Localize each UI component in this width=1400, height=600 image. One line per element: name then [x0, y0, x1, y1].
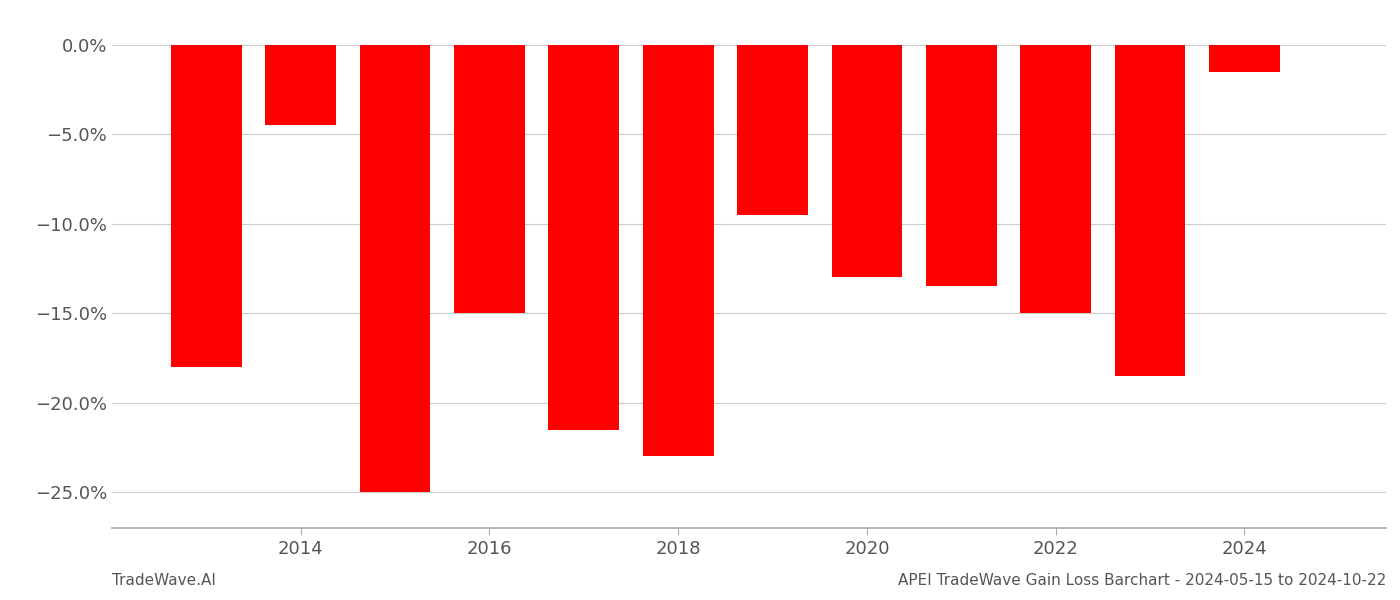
Bar [549, 45, 619, 430]
Text: APEI TradeWave Gain Loss Barchart - 2024-05-15 to 2024-10-22: APEI TradeWave Gain Loss Barchart - 2024… [897, 573, 1386, 588]
Bar [1021, 45, 1091, 313]
Bar [171, 45, 242, 367]
Bar [925, 45, 997, 286]
Bar [738, 45, 808, 215]
Bar [643, 45, 714, 457]
Text: TradeWave.AI: TradeWave.AI [112, 573, 216, 588]
Bar [266, 45, 336, 125]
Bar [360, 45, 430, 492]
Bar [1114, 45, 1186, 376]
Bar [1210, 45, 1280, 71]
Bar [454, 45, 525, 313]
Bar [832, 45, 903, 277]
